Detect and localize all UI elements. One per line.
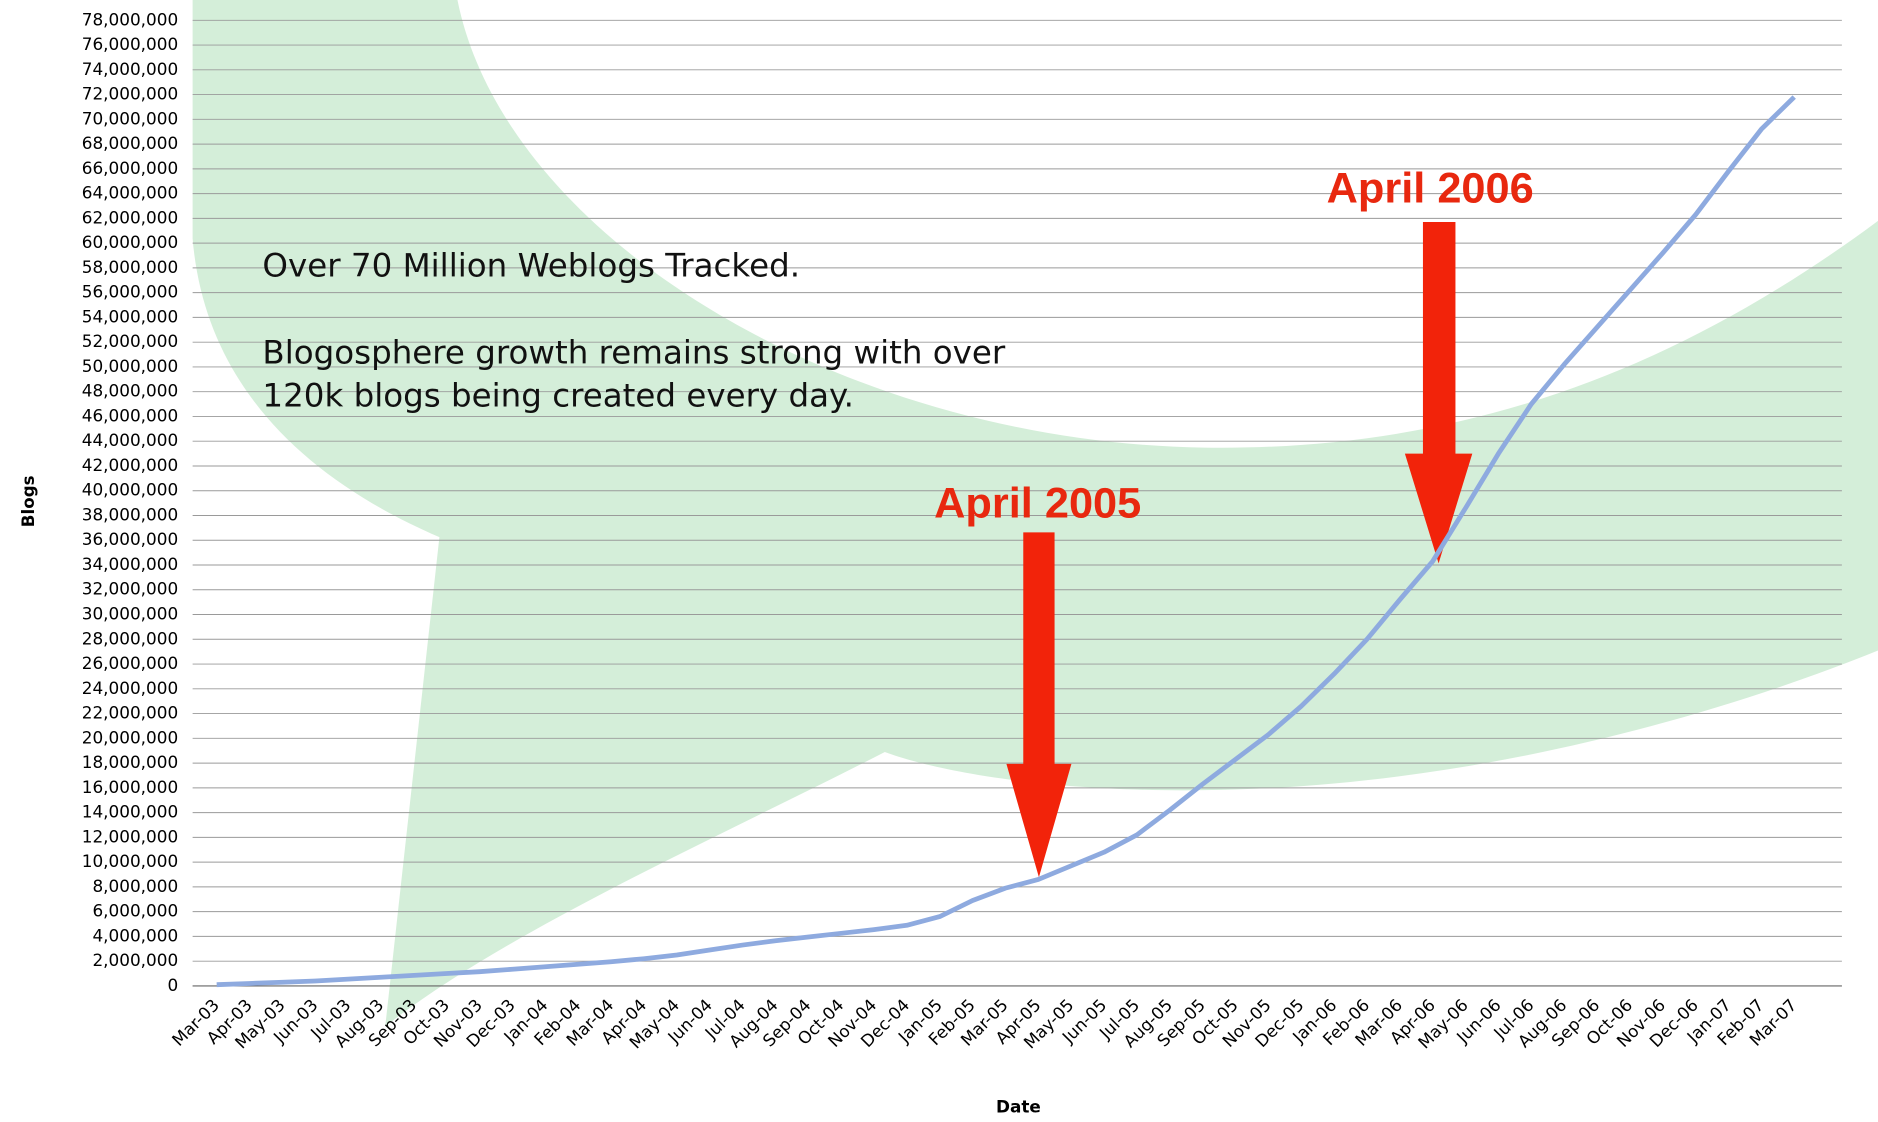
y-axis-title: Blogs [18, 475, 38, 527]
y-tick-label: 54,000,000 [82, 306, 178, 326]
y-tick-label: 12,000,000 [82, 826, 178, 846]
callout-label: April 2005 [934, 480, 1141, 528]
y-tick-label: 74,000,000 [82, 59, 178, 79]
y-tick-label: 28,000,000 [82, 628, 178, 648]
x-axis-title: Date [996, 1097, 1041, 1117]
y-tick-label: 64,000,000 [82, 183, 178, 203]
y-tick-label: 76,000,000 [82, 34, 178, 54]
y-tick-label: 48,000,000 [82, 381, 178, 401]
y-tick-label: 2,000,000 [92, 950, 178, 970]
y-tick-label: 40,000,000 [82, 480, 178, 500]
y-tick-label: 46,000,000 [82, 405, 178, 425]
y-tick-label: 16,000,000 [82, 777, 178, 797]
y-tick-label: 34,000,000 [82, 554, 178, 574]
y-tick-label: 62,000,000 [82, 207, 178, 227]
y-tick-label: 44,000,000 [82, 430, 178, 450]
y-tick-label: 20,000,000 [82, 727, 178, 747]
y-tick-label: 18,000,000 [82, 752, 178, 772]
y-tick-label: 70,000,000 [82, 108, 178, 128]
y-tick-label: 38,000,000 [82, 505, 178, 525]
y-tick-label: 24,000,000 [82, 678, 178, 698]
y-tick-label: 72,000,000 [82, 84, 178, 104]
y-tick-label: 50,000,000 [82, 356, 178, 376]
y-tick-label: 66,000,000 [82, 158, 178, 178]
y-tick-label: 60,000,000 [82, 232, 178, 252]
y-tick-label: 26,000,000 [82, 653, 178, 673]
callout-label: April 2006 [1327, 164, 1534, 212]
y-tick-label: 22,000,000 [82, 703, 178, 723]
y-tick-label: 52,000,000 [82, 331, 178, 351]
y-tick-label: 30,000,000 [82, 604, 178, 624]
y-tick-label: 68,000,000 [82, 133, 178, 153]
annotation: Blogosphere growth remains strong with o… [262, 334, 1006, 372]
y-tick-label: 78,000,000 [82, 9, 178, 29]
y-tick-label: 42,000,000 [82, 455, 178, 475]
chart: Blogs Date Over 70 Million Weblogs Track… [0, 0, 1878, 1122]
y-tick-label: 58,000,000 [82, 257, 178, 277]
y-tick-label: 4,000,000 [92, 925, 178, 945]
y-tick-label: 0 [167, 975, 178, 995]
y-tick-label: 56,000,000 [82, 282, 178, 302]
y-tick-label: 32,000,000 [82, 579, 178, 599]
y-tick-label: 10,000,000 [82, 851, 178, 871]
annotation: Over 70 Million Weblogs Tracked. [262, 246, 800, 284]
annotation: 120k blogs being created every day. [262, 377, 854, 415]
y-tick-label: 8,000,000 [92, 876, 178, 896]
y-tick-label: 6,000,000 [92, 901, 178, 921]
y-tick-label: 36,000,000 [82, 529, 178, 549]
y-tick-label: 14,000,000 [82, 802, 178, 822]
